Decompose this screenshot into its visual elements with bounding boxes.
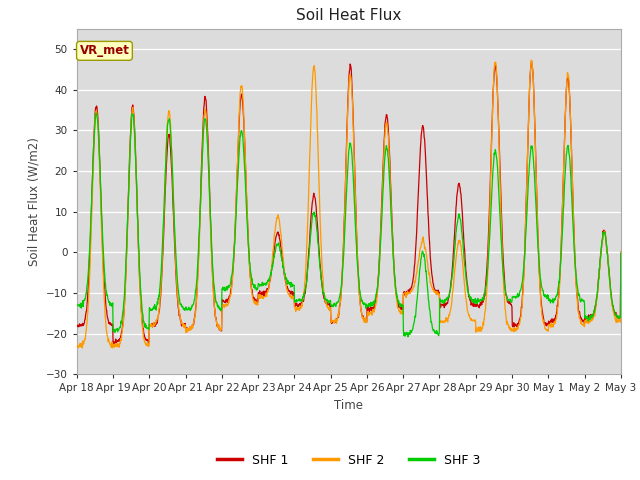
Y-axis label: Soil Heat Flux (W/m2): Soil Heat Flux (W/m2) bbox=[28, 137, 40, 266]
X-axis label: Time: Time bbox=[334, 399, 364, 412]
Text: VR_met: VR_met bbox=[79, 44, 129, 57]
Legend: SHF 1, SHF 2, SHF 3: SHF 1, SHF 2, SHF 3 bbox=[212, 449, 486, 472]
Title: Soil Heat Flux: Soil Heat Flux bbox=[296, 9, 401, 24]
